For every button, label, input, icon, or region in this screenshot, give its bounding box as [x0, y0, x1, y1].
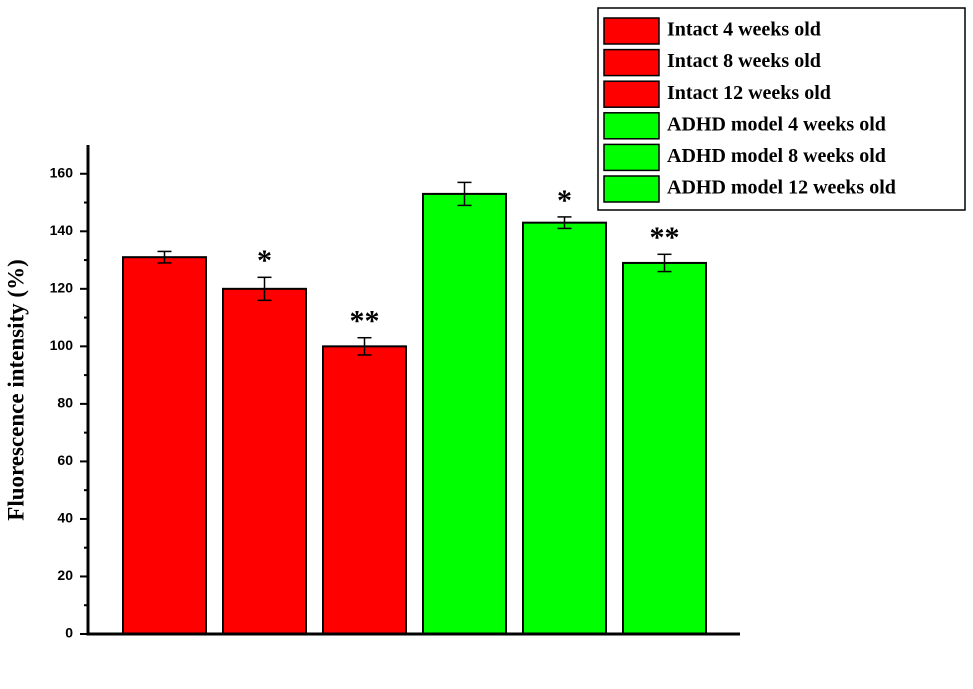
y-tick-label: 120 — [50, 280, 74, 296]
legend-label: Intact 12 weeks old — [667, 82, 831, 104]
legend-label: ADHD model 8 weeks old — [667, 145, 886, 167]
significance-marker: * — [257, 244, 272, 277]
bar — [322, 345, 407, 635]
y-tick-label: 60 — [57, 452, 73, 468]
y-tick-label: 40 — [57, 510, 73, 526]
legend-swatch — [603, 80, 660, 108]
legend-swatch — [603, 112, 660, 140]
legend-swatch — [603, 175, 660, 203]
y-axis-label: Fluorescence intensity (%) — [3, 259, 28, 520]
y-tick-label: 160 — [50, 164, 74, 180]
error-bar — [257, 276, 272, 302]
y-tick-label: 140 — [50, 222, 74, 238]
error-bar — [457, 181, 472, 207]
legend-label: Intact 4 weeks old — [667, 19, 821, 41]
bar — [122, 256, 207, 635]
error-bar — [157, 250, 172, 264]
legend-swatch — [603, 17, 660, 45]
legend-swatch — [603, 48, 660, 77]
error-bar — [657, 253, 672, 273]
y-tick-label: 0 — [65, 625, 73, 641]
legend-label: ADHD model 4 weeks old — [667, 113, 886, 135]
bar — [222, 287, 307, 635]
error-bar — [357, 336, 372, 356]
bar — [422, 192, 507, 635]
significance-marker: ** — [350, 305, 380, 338]
legend-label: Intact 8 weeks old — [667, 50, 821, 72]
y-tick-label: 100 — [50, 337, 74, 353]
bar — [522, 221, 607, 635]
significance-marker: ** — [650, 221, 680, 254]
error-bar — [557, 216, 572, 230]
significance-marker: * — [557, 184, 572, 217]
y-tick-label: 80 — [57, 395, 73, 411]
y-tick-label: 20 — [57, 567, 73, 583]
legend-swatch — [603, 143, 660, 172]
legend-label: ADHD model 12 weeks old — [667, 177, 896, 199]
bar — [622, 261, 707, 635]
